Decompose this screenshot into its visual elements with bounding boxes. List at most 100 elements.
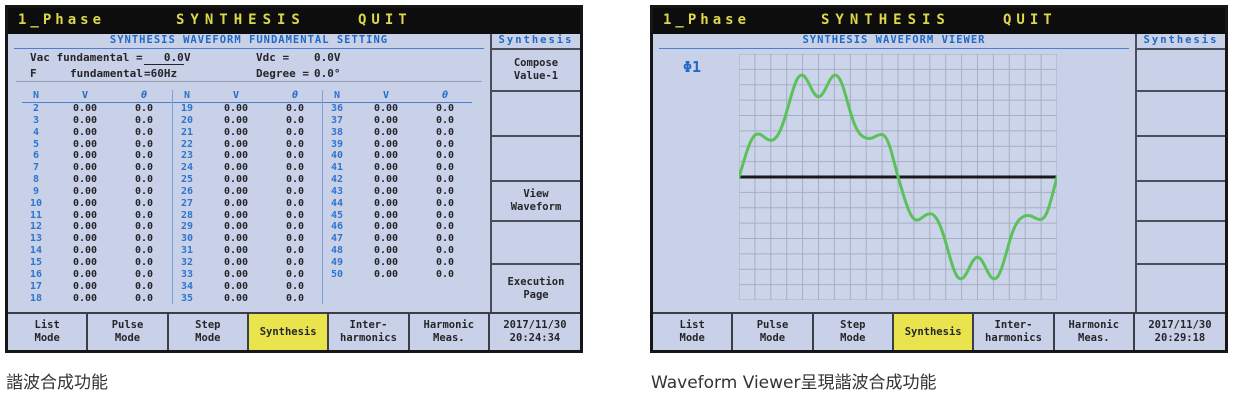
harmonic-voltage[interactable]: 0.00 xyxy=(72,185,98,197)
softkey-empty[interactable] xyxy=(492,92,580,137)
harmonic-phase[interactable]: 0.0 xyxy=(285,162,305,174)
harmonic-voltage[interactable]: 0.00 xyxy=(223,174,249,186)
harmonic-voltage[interactable]: 0.00 xyxy=(373,245,399,257)
harmonic-phase[interactable]: 0.0 xyxy=(285,138,305,150)
mode-button-harmonic-meas-[interactable]: Harmonic Meas. xyxy=(1055,314,1135,350)
harmonic-voltage[interactable]: 0.00 xyxy=(223,292,249,304)
mode-button-harmonic-meas-[interactable]: Harmonic Meas. xyxy=(410,314,490,350)
harmonic-phase[interactable]: 0.0 xyxy=(134,103,154,114)
harmonic-phase[interactable]: 0.0 xyxy=(435,233,455,245)
harmonic-phase[interactable]: 0.0 xyxy=(134,138,154,150)
harmonic-voltage[interactable]: 0.00 xyxy=(72,256,98,268)
harmonic-voltage[interactable]: 0.00 xyxy=(373,268,399,280)
harmonic-phase[interactable]: 0.0 xyxy=(285,174,305,186)
harmonic-voltage[interactable]: 0.00 xyxy=(72,221,98,233)
harmonic-voltage[interactable]: 0.00 xyxy=(72,233,98,245)
softkey-execution-page[interactable]: Execution Page xyxy=(507,275,565,301)
harmonic-phase[interactable]: 0.0 xyxy=(134,209,154,221)
harmonic-phase[interactable]: 0.0 xyxy=(134,162,154,174)
harmonic-voltage[interactable]: 0.00 xyxy=(373,114,399,126)
harmonic-phase[interactable]: 0.0 xyxy=(134,150,154,162)
mode-button-inter-harmonics[interactable]: Inter- harmonics xyxy=(974,314,1055,350)
harmonic-phase[interactable]: 0.0 xyxy=(435,174,455,186)
harmonic-voltage[interactable]: 0.00 xyxy=(373,103,399,114)
mode-button-list-mode[interactable]: List Mode xyxy=(8,314,89,350)
harmonic-phase[interactable]: 0.0 xyxy=(134,221,154,233)
harmonic-phase[interactable]: 0.0 xyxy=(285,185,305,197)
harmonic-voltage[interactable]: 0.00 xyxy=(373,221,399,233)
harmonic-phase[interactable]: 0.0 xyxy=(285,114,305,126)
harmonic-voltage[interactable]: 0.00 xyxy=(72,292,98,304)
harmonic-phase[interactable]: 0.0 xyxy=(435,103,455,114)
harmonic-phase[interactable]: 0.0 xyxy=(435,114,455,126)
harmonic-voltage[interactable]: 0.00 xyxy=(72,150,98,162)
harmonic-voltage[interactable]: 0.00 xyxy=(373,209,399,221)
softkey-empty[interactable] xyxy=(1137,50,1225,92)
quit-button[interactable]: QUIT xyxy=(1003,12,1057,28)
mode-button-synthesis[interactable]: Synthesis xyxy=(248,314,330,350)
harmonic-voltage[interactable]: 0.00 xyxy=(223,138,249,150)
harmonic-voltage[interactable]: 0.00 xyxy=(373,138,399,150)
harmonic-phase[interactable]: 0.0 xyxy=(435,245,455,257)
harmonic-voltage[interactable]: 0.00 xyxy=(373,197,399,209)
softkey-empty[interactable] xyxy=(1137,92,1225,137)
harmonic-phase[interactable]: 0.0 xyxy=(285,209,305,221)
harmonic-voltage[interactable]: 0.00 xyxy=(223,114,249,126)
harmonic-phase[interactable]: 0.0 xyxy=(285,292,305,304)
harmonic-voltage[interactable]: 0.00 xyxy=(72,103,98,114)
harmonic-voltage[interactable]: 0.00 xyxy=(223,256,249,268)
mode-button-list-mode[interactable]: List Mode xyxy=(653,314,734,350)
softkey-empty[interactable] xyxy=(492,222,580,265)
harmonic-voltage[interactable]: 0.00 xyxy=(223,185,249,197)
harmonic-phase[interactable]: 0.0 xyxy=(134,292,154,304)
mode-button-pulse-mode[interactable]: Pulse Mode xyxy=(733,314,814,350)
harmonic-voltage[interactable]: 0.00 xyxy=(72,162,98,174)
harmonic-voltage[interactable]: 0.00 xyxy=(72,174,98,186)
harmonic-voltage[interactable]: 0.00 xyxy=(373,185,399,197)
harmonic-phase[interactable]: 0.0 xyxy=(285,126,305,138)
harmonic-voltage[interactable]: 0.00 xyxy=(223,126,249,138)
harmonic-voltage[interactable]: 0.00 xyxy=(223,197,249,209)
harmonic-voltage[interactable]: 0.00 xyxy=(223,162,249,174)
softkey-empty[interactable] xyxy=(1137,265,1225,312)
vdc-value-field[interactable]: 0.0V xyxy=(314,51,341,64)
harmonic-voltage[interactable]: 0.00 xyxy=(223,233,249,245)
harmonic-voltage[interactable]: 0.00 xyxy=(223,209,249,221)
harmonic-phase[interactable]: 0.0 xyxy=(435,162,455,174)
harmonic-voltage[interactable]: 0.00 xyxy=(223,221,249,233)
harmonic-phase[interactable]: 0.0 xyxy=(285,150,305,162)
harmonic-voltage[interactable]: 0.00 xyxy=(223,245,249,257)
quit-button[interactable]: QUIT xyxy=(358,12,412,28)
harmonic-voltage[interactable]: 0.00 xyxy=(373,162,399,174)
harmonic-phase[interactable]: 0.0 xyxy=(134,126,154,138)
harmonic-voltage[interactable]: 0.00 xyxy=(72,268,98,280)
mode-button-step-mode[interactable]: Step Mode xyxy=(169,314,249,350)
harmonic-phase[interactable]: 0.0 xyxy=(134,174,154,186)
harmonic-phase[interactable]: 0.0 xyxy=(134,197,154,209)
mode-button-pulse-mode[interactable]: Pulse Mode xyxy=(88,314,169,350)
harmonic-voltage[interactable]: 0.00 xyxy=(223,280,249,292)
harmonic-phase[interactable]: 0.0 xyxy=(435,209,455,221)
harmonic-phase[interactable]: 0.0 xyxy=(134,280,154,292)
harmonic-voltage[interactable]: 0.00 xyxy=(373,150,399,162)
harmonic-voltage[interactable]: 0.00 xyxy=(373,256,399,268)
harmonic-phase[interactable]: 0.0 xyxy=(435,150,455,162)
harmonic-voltage[interactable]: 0.00 xyxy=(223,268,249,280)
harmonic-voltage[interactable]: 0.00 xyxy=(223,150,249,162)
harmonic-phase[interactable]: 0.0 xyxy=(134,114,154,126)
harmonic-phase[interactable]: 0.0 xyxy=(435,221,455,233)
harmonic-phase[interactable]: 0.0 xyxy=(435,185,455,197)
softkey-empty[interactable] xyxy=(492,137,580,182)
harmonic-voltage[interactable]: 0.00 xyxy=(373,174,399,186)
harmonic-phase[interactable]: 0.0 xyxy=(285,245,305,257)
vac-value-field[interactable]: 0.0 xyxy=(144,51,184,65)
harmonic-phase[interactable]: 0.0 xyxy=(285,256,305,268)
harmonic-phase[interactable]: 0.0 xyxy=(285,268,305,280)
harmonic-phase[interactable]: 0.0 xyxy=(285,233,305,245)
harmonic-voltage[interactable]: 0.00 xyxy=(373,233,399,245)
harmonic-phase[interactable]: 0.0 xyxy=(134,185,154,197)
harmonic-phase[interactable]: 0.0 xyxy=(134,268,154,280)
harmonic-voltage[interactable]: 0.00 xyxy=(72,114,98,126)
harmonic-voltage[interactable]: 0.00 xyxy=(72,138,98,150)
mode-button-inter-harmonics[interactable]: Inter- harmonics xyxy=(329,314,410,350)
